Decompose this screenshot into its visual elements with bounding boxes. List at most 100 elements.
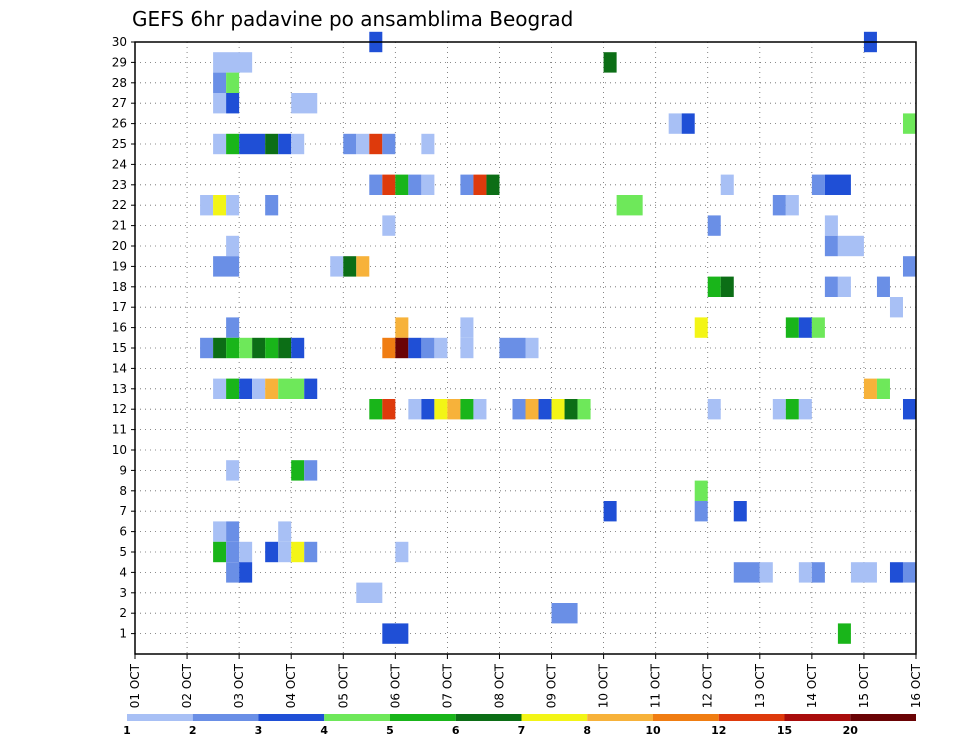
precip-cell <box>785 317 799 338</box>
precip-cell <box>785 399 799 420</box>
legend-swatch <box>521 714 588 721</box>
y-tick-label: 29 <box>112 55 127 69</box>
y-tick-label: 1 <box>119 627 127 641</box>
x-tick-label: 15 OCT <box>857 663 871 708</box>
precip-cell <box>304 541 318 563</box>
y-tick-label: 27 <box>112 96 127 110</box>
precip-cell <box>876 378 890 399</box>
legend-label: 3 <box>255 724 263 737</box>
legend-swatch <box>455 714 522 721</box>
y-tick-label: 26 <box>112 117 127 131</box>
x-axis-ticks: 01 OCT 02 OCT 03 OCT 04 OCT 05 OCT 06 OCT 07 O… <box>128 654 923 708</box>
precip-cell <box>226 93 240 114</box>
precip-cell <box>850 562 877 583</box>
precip-cell <box>408 174 422 195</box>
precip-cell <box>395 337 409 359</box>
precip-cell <box>421 174 435 195</box>
precip-cell <box>824 174 851 195</box>
y-tick-label: 12 <box>112 402 127 416</box>
chart-title: GEFS 6hr padavine po ansamblima Beograd <box>132 7 573 31</box>
precip-cell <box>460 337 474 359</box>
legend-swatch <box>718 714 785 721</box>
legend-swatch <box>587 714 653 721</box>
precip-cell <box>395 174 409 195</box>
y-tick-label: 9 <box>119 463 127 477</box>
precip-cell <box>694 317 708 338</box>
legend-swatch <box>784 714 851 721</box>
precip-cell <box>811 317 825 338</box>
legend-label: 4 <box>320 724 328 737</box>
y-tick-label: 18 <box>112 280 127 294</box>
precip-cell <box>226 317 240 338</box>
precip-cell <box>772 195 786 216</box>
precip-cell <box>200 337 214 359</box>
y-tick-label: 11 <box>112 423 127 437</box>
precip-cell <box>213 52 253 73</box>
precip-cell <box>798 317 812 338</box>
x-tick-label: 09 OCT <box>545 663 559 708</box>
precip-cell <box>382 399 396 420</box>
precip-cell <box>265 133 279 155</box>
precip-cell <box>291 337 305 359</box>
x-tick-label: 01 OCT <box>128 663 142 708</box>
precip-cell <box>226 541 240 563</box>
y-tick-label: 23 <box>112 178 127 192</box>
precip-cell <box>369 399 383 420</box>
y-tick-label: 30 <box>112 35 127 49</box>
precip-cell <box>343 133 357 155</box>
x-tick-label: 07 OCT <box>440 663 454 708</box>
precip-cell <box>265 337 279 359</box>
precip-cell <box>291 460 305 481</box>
precip-cell <box>356 582 383 603</box>
precip-cell <box>863 378 877 399</box>
precip-cell <box>226 562 240 583</box>
legend-label: 2 <box>189 724 197 737</box>
precip-cell <box>265 378 279 399</box>
precip-cell <box>226 195 240 216</box>
precip-cell <box>902 562 916 583</box>
precip-cell <box>343 256 357 277</box>
legend-label: 10 <box>645 724 661 737</box>
precip-cell <box>720 174 734 195</box>
precip-cell <box>720 276 734 297</box>
y-tick-label: 24 <box>112 157 127 171</box>
y-tick-label: 22 <box>112 198 127 212</box>
precip-cell <box>421 399 435 420</box>
y-tick-label: 14 <box>112 361 127 375</box>
x-tick-label: 04 OCT <box>284 663 298 708</box>
precip-cell <box>239 378 253 399</box>
legend-swatch <box>192 714 259 721</box>
legend-label: 12 <box>711 724 726 737</box>
y-tick-label: 16 <box>112 321 127 335</box>
legend-label: 20 <box>843 724 859 737</box>
y-tick-label: 5 <box>119 545 127 559</box>
precip-cell <box>824 235 838 257</box>
precip-cell <box>291 93 318 114</box>
y-axis-ticks: 1234567891011121314151617181920212223242… <box>112 35 135 641</box>
x-tick-label: 06 OCT <box>388 663 402 708</box>
precip-cell <box>356 133 370 155</box>
legend-swatch <box>324 714 390 721</box>
precip-cell <box>291 133 305 155</box>
x-tick-label: 08 OCT <box>492 663 506 708</box>
y-tick-label: 17 <box>112 300 127 314</box>
precip-cell <box>824 215 838 236</box>
y-tick-label: 20 <box>112 239 127 253</box>
precip-cell <box>460 174 474 195</box>
precip-cell <box>824 276 838 297</box>
precip-cell <box>304 460 318 481</box>
precip-cell <box>694 480 708 501</box>
precip-cell <box>226 235 240 257</box>
y-tick-label: 4 <box>119 565 127 579</box>
precip-cell <box>382 215 396 236</box>
precip-cell <box>759 562 773 583</box>
precip-cell <box>226 521 240 542</box>
precip-cell <box>486 174 500 195</box>
precip-cell <box>239 133 266 155</box>
x-tick-label: 14 OCT <box>805 663 819 708</box>
precip-cell <box>798 562 812 583</box>
precip-cell <box>525 337 539 359</box>
precip-cell <box>382 623 409 644</box>
precip-cell <box>265 541 279 563</box>
precip-cell <box>291 541 305 563</box>
